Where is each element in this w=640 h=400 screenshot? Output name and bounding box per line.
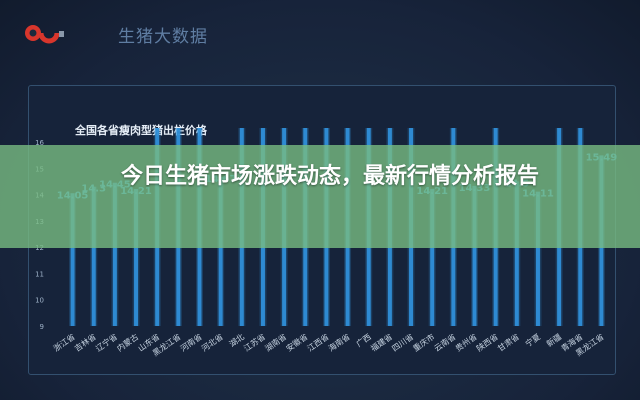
bar — [535, 191, 540, 326]
category-label: 江西省 — [305, 331, 330, 353]
bar-glow — [217, 176, 225, 326]
bar-glow — [132, 189, 140, 326]
category-label: 辽宁省 — [94, 331, 119, 353]
category-label: 陕西省 — [474, 331, 499, 353]
category-label: 湖南省 — [263, 331, 288, 353]
category-label: 福建省 — [369, 331, 394, 353]
category-label: 内蒙古 — [115, 331, 140, 353]
category-label: 河南省 — [178, 331, 203, 353]
category-label: 贵州省 — [453, 331, 478, 353]
category-label: 重庆市 — [411, 331, 436, 353]
y-tick-label: 12 — [35, 244, 44, 252]
category-label: 江苏省 — [242, 331, 267, 353]
category-label: 浙江省 — [51, 331, 76, 353]
bar-glow — [69, 193, 77, 326]
bar-glow — [471, 185, 478, 326]
category-label: 安徽省 — [284, 331, 309, 353]
pig-logo-icon — [25, 25, 64, 44]
category-label: 云南省 — [432, 331, 457, 353]
bar — [70, 193, 75, 326]
bar — [430, 189, 435, 326]
bar-glow — [534, 191, 542, 326]
y-tick-label: 9 — [40, 323, 44, 331]
bar — [112, 182, 117, 326]
bar-glow — [90, 186, 98, 326]
category-label: 吉林省 — [72, 331, 97, 353]
y-tick-label: 16 — [35, 139, 44, 147]
bar — [91, 186, 96, 326]
bar — [472, 185, 477, 326]
category-label: 甘肃省 — [496, 331, 521, 353]
bar — [134, 189, 139, 326]
category-label: 河北省 — [199, 331, 224, 353]
y-tick-label: 10 — [35, 297, 44, 305]
site-name: 生猪大数据 — [118, 27, 208, 47]
bar — [218, 176, 223, 326]
category-label: 宁夏 — [523, 331, 542, 348]
bar-glow — [111, 182, 119, 326]
headline-banner — [0, 145, 640, 248]
headline-title: 今日生猪市场涨跌动态，最新行情分析报告 — [120, 164, 539, 189]
bar-glow — [428, 189, 436, 326]
chart-title: 全国各省瘦肉型猪出栏价格 — [75, 124, 207, 137]
bar — [514, 181, 519, 326]
category-label: 海南省 — [326, 331, 351, 353]
y-tick-label: 11 — [35, 270, 44, 278]
category-label: 四川省 — [390, 331, 415, 353]
bar-glow — [513, 181, 521, 326]
